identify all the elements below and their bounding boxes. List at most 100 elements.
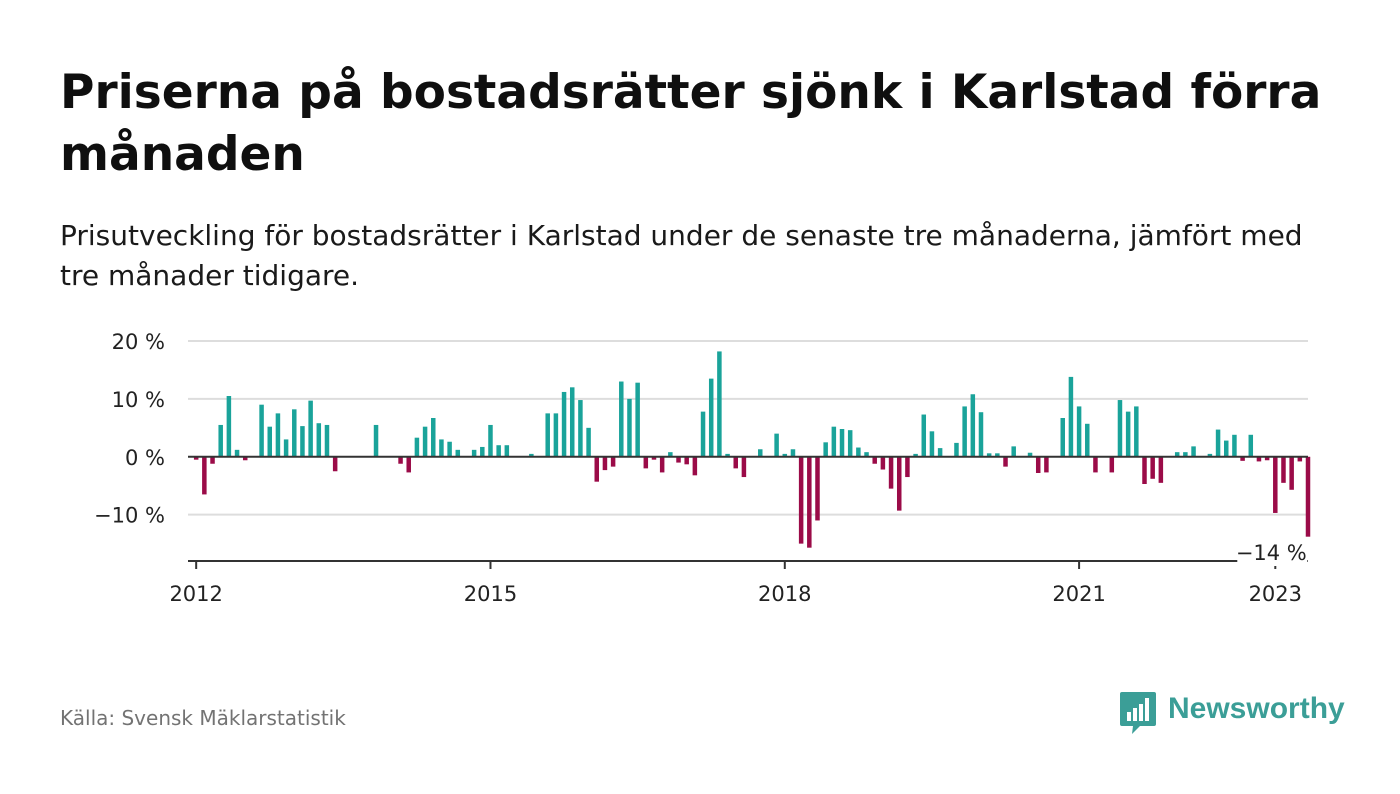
bar: [283, 439, 289, 457]
chart-title: Priserna på bostadsrätter sjönk i Karlst…: [60, 65, 1322, 182]
bar: [447, 441, 452, 457]
bar: [970, 394, 976, 457]
bars: [193, 351, 1311, 548]
brand-name: Newsworthy: [1168, 692, 1345, 725]
bar: [242, 456, 248, 461]
bar: [267, 426, 272, 457]
bar: [455, 449, 461, 457]
bar: [504, 445, 510, 457]
bar: [758, 449, 763, 457]
bar: [259, 404, 264, 457]
bar: [774, 433, 779, 457]
bar: [937, 448, 943, 457]
bar: [815, 456, 820, 521]
bar: [202, 456, 207, 495]
bar: [373, 424, 379, 457]
bar: [676, 456, 681, 463]
bar: [553, 413, 559, 457]
bar: [1248, 434, 1254, 457]
bar: [406, 456, 411, 473]
bar: [905, 456, 910, 478]
bar: [643, 456, 649, 469]
chart-subtitle: Prisutveckling för bostadsrätter i Karls…: [60, 219, 1303, 292]
y-tick-label: 10 %: [112, 388, 165, 412]
bar: [1109, 456, 1115, 473]
bar: [488, 424, 493, 457]
bar: [1134, 406, 1139, 457]
bar: [659, 456, 665, 473]
annotation-background: [1237, 538, 1308, 566]
bar: [684, 456, 689, 465]
bar: [627, 398, 632, 457]
bar: [708, 378, 714, 457]
bar: [635, 382, 640, 457]
y-tick-label: −10 %: [94, 504, 165, 528]
bar: [798, 456, 804, 544]
bar: [1027, 452, 1033, 457]
x-tick-label: 2018: [758, 582, 811, 606]
brand-logo[interactable]: Newsworthy: [1118, 690, 1345, 736]
bar: [1240, 456, 1245, 461]
bar: [1256, 456, 1262, 462]
bar: [1264, 456, 1270, 461]
bar: [954, 442, 959, 457]
bar: [888, 456, 894, 489]
bar: [300, 426, 305, 457]
bar: [619, 381, 624, 457]
bar: [480, 446, 485, 457]
bar: [692, 456, 698, 476]
bar: [1297, 456, 1303, 462]
bar: [324, 424, 330, 457]
bar: [880, 456, 886, 470]
bar: [962, 406, 967, 457]
bar: [839, 429, 845, 457]
bar: [700, 411, 706, 457]
bar: [1003, 456, 1008, 467]
bar: [978, 412, 984, 457]
bar: [831, 426, 837, 457]
bar: [210, 456, 215, 464]
bar: [193, 456, 199, 460]
bar: [1150, 456, 1155, 479]
bar: [921, 414, 927, 457]
bar-chart-speech-bubble-icon: [1120, 692, 1156, 734]
bar: [651, 456, 657, 460]
bar: [1093, 456, 1098, 473]
bar: [1224, 440, 1229, 457]
bar: [316, 423, 322, 457]
bar: [717, 351, 722, 457]
bar: [913, 453, 918, 457]
bar: [929, 431, 935, 457]
bar: [807, 456, 812, 548]
bar: [586, 427, 591, 457]
bar: [823, 442, 828, 457]
y-tick-label: 0 %: [125, 446, 165, 470]
bar: [1289, 456, 1294, 490]
bar: [1085, 423, 1090, 457]
bar: [1068, 376, 1074, 457]
bar: [1281, 456, 1286, 483]
bar: [1273, 456, 1278, 513]
bar: [545, 413, 550, 457]
bar: [1215, 429, 1221, 457]
bar: [602, 456, 608, 471]
x-tick-label: 2021: [1052, 582, 1105, 606]
bar: [275, 413, 281, 457]
bar: [1305, 456, 1311, 537]
bar: [431, 418, 436, 457]
x-tick-label: 2015: [464, 582, 517, 606]
bar: [1035, 456, 1041, 473]
bar: [308, 400, 313, 457]
bar: [896, 456, 902, 511]
bar: [1125, 411, 1131, 457]
bar: [569, 387, 575, 457]
axes: [188, 455, 1308, 569]
bar: [986, 453, 992, 457]
bar: [398, 456, 403, 464]
y-tick-label: 20 %: [112, 330, 165, 354]
bar: [1191, 446, 1196, 457]
bar: [234, 449, 240, 457]
bar: [292, 409, 297, 457]
bar: [226, 396, 232, 457]
bar: [741, 456, 747, 478]
